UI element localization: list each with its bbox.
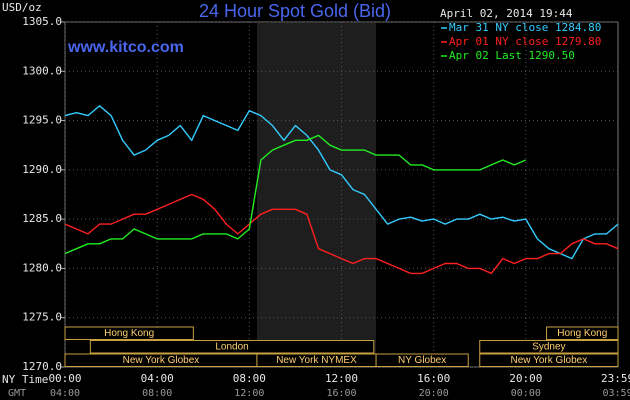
plot-area xyxy=(64,21,619,368)
x2-tick-label: 08:00 xyxy=(142,388,172,399)
y-tick-label: 1280.0 xyxy=(22,261,62,274)
y-tick-label: 1285.0 xyxy=(22,212,62,225)
y-tick-label: 1295.0 xyxy=(22,114,62,127)
x-tick-label: 23:59 xyxy=(601,372,630,385)
session-label: London xyxy=(215,342,248,353)
y-tick-label: 1275.0 xyxy=(22,311,62,324)
session-box xyxy=(479,340,619,354)
annotation: www.kitco.com xyxy=(67,39,184,56)
session-box xyxy=(375,353,469,367)
x2-tick-label: 16:00 xyxy=(326,388,356,399)
y-axis-label: USD/oz xyxy=(2,1,42,14)
x2-tick-label: 03:59 xyxy=(602,388,630,399)
x2-axis-label: GMT xyxy=(8,388,26,399)
session-label: NY Globex xyxy=(398,355,446,366)
y-tick-label: 1270.0 xyxy=(22,360,62,373)
x-tick-label: 16:00 xyxy=(417,372,450,385)
legend-label: Apr 01 NY close 1279.80 xyxy=(449,35,601,48)
session-label: New York Globex xyxy=(123,355,200,366)
session-box xyxy=(89,340,375,354)
x-tick-label: 04:00 xyxy=(141,372,174,385)
x2-tick-label: 00:00 xyxy=(511,388,541,399)
session-box xyxy=(546,326,619,340)
session-label: Hong Kong xyxy=(104,328,154,339)
x-tick-label: 00:00 xyxy=(48,372,81,385)
y-tick-label: 1305.0 xyxy=(22,15,62,28)
y-tick-label: 1300.0 xyxy=(22,64,62,77)
session-label: Hong Kong xyxy=(557,328,607,339)
session-box xyxy=(479,353,619,367)
x-axis-label: NY Time xyxy=(2,373,48,386)
chart-title: 24 Hour Spot Gold (Bid) xyxy=(199,1,391,21)
session-label: New York Globex xyxy=(511,355,588,366)
x-tick-label: 08:00 xyxy=(233,372,266,385)
session-label: Sydney xyxy=(532,342,565,353)
legend-label: Mar 31 NY close 1284.80 xyxy=(449,21,601,34)
session-box xyxy=(64,326,194,340)
y-tick-label: 1290.0 xyxy=(22,163,62,176)
series-line xyxy=(64,134,527,255)
x-tick-label: 12:00 xyxy=(325,372,358,385)
legend-label: Apr 02 Last 1290.50 xyxy=(449,49,575,62)
session-label: New York NYMEX xyxy=(276,355,357,366)
x-tick-label: 20:00 xyxy=(509,372,542,385)
chart-subtitle: April 02, 2014 19:44 xyxy=(440,7,573,20)
series-line xyxy=(64,105,619,260)
x2-tick-label: 20:00 xyxy=(419,388,449,399)
x2-tick-label: 12:00 xyxy=(234,388,264,399)
series-line xyxy=(64,193,619,275)
shaded-region xyxy=(256,23,377,367)
x2-tick-label: 04:00 xyxy=(50,388,80,399)
